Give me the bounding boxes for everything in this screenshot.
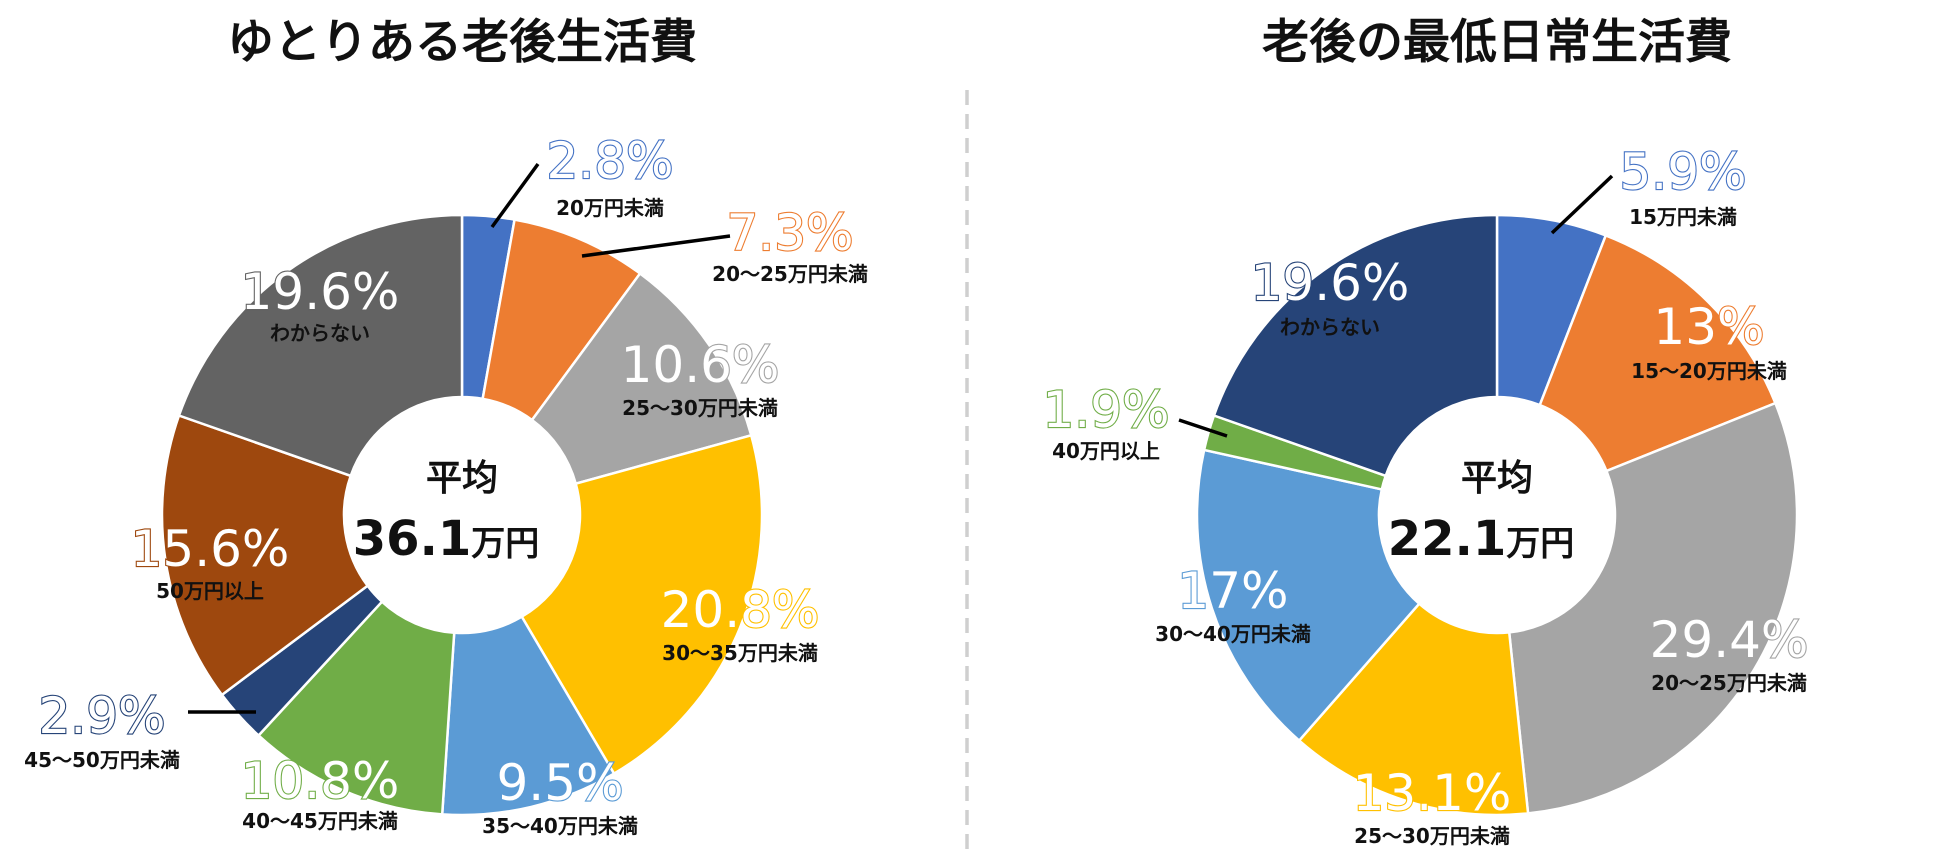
chart-title: ゆとりある老後生活費: [227, 15, 697, 70]
leader-line: [581, 234, 731, 258]
category-label: 30～35万円未満: [662, 641, 818, 665]
center-label: 平均: [426, 458, 498, 499]
category-label: 20～25万円未満: [1651, 671, 1807, 695]
center-value: 22.1: [1388, 511, 1506, 567]
leader-line: [1550, 174, 1614, 235]
percent-label: 20.8%: [661, 581, 820, 639]
percent-label: 13.1%: [1353, 764, 1512, 822]
donut-slice: [1297, 601, 1530, 817]
donut-slice: [1538, 233, 1777, 473]
center-label: 平均: [1461, 458, 1533, 499]
center-average: 36.1万円: [353, 511, 539, 567]
category-label: 15万円未満: [1629, 205, 1737, 229]
center-unit: 万円: [471, 524, 539, 564]
category-label: 20～25万円未満: [712, 262, 868, 286]
percent-label: 19.6%: [241, 263, 400, 321]
category-label: 45～50万円未満: [24, 748, 180, 772]
center-average: 22.1万円: [1388, 511, 1574, 567]
percent-label: 13%: [1653, 298, 1764, 356]
category-label: 30～40万円未満: [1155, 622, 1311, 646]
percent-label: 1.9%: [1042, 381, 1169, 439]
category-label: 25～30万円未満: [622, 396, 778, 420]
leader-line: [1178, 418, 1228, 438]
category-label: 25～30万円未満: [1354, 824, 1510, 848]
percent-label: 9.5%: [496, 754, 623, 812]
percent-label: 2.8%: [546, 132, 673, 190]
center-value: 36.1: [353, 511, 471, 567]
percent-label: 10.6%: [621, 336, 780, 394]
donut-slice: [1507, 401, 1799, 815]
percent-label: 5.9%: [1619, 143, 1746, 201]
percent-label: 2.9%: [38, 687, 165, 745]
percent-label: 19.6%: [1251, 254, 1410, 312]
leader-line: [490, 162, 540, 229]
category-label: 20万円未満: [556, 196, 664, 220]
percent-label: 10.8%: [241, 752, 400, 810]
category-label: 40万円以上: [1052, 439, 1160, 463]
percent-label: 7.3%: [726, 204, 853, 262]
category-label: わからない: [270, 321, 370, 345]
donut-slice: [1195, 448, 1421, 743]
category-label: 15～20万円未満: [1631, 359, 1787, 383]
chart-title: 老後の最低日常生活費: [1262, 15, 1732, 70]
category-label: わからない: [1280, 315, 1380, 339]
donut-slice: [160, 413, 370, 697]
category-label: 50万円以上: [156, 579, 264, 603]
percent-label: 29.4%: [1650, 611, 1809, 669]
donut-slice: [530, 271, 753, 486]
donut-slice: [256, 599, 456, 816]
category-label: 35～40万円未満: [482, 814, 638, 838]
donut-slice: [1212, 213, 1499, 478]
donut-slice: [440, 615, 616, 817]
center-unit: 万円: [1506, 524, 1574, 564]
donut-slice: [520, 433, 764, 776]
percent-label: 15.6%: [131, 520, 290, 578]
category-label: 40～45万円未満: [242, 809, 398, 833]
percent-label: 17%: [1177, 562, 1288, 620]
donut-slice: [177, 213, 464, 478]
